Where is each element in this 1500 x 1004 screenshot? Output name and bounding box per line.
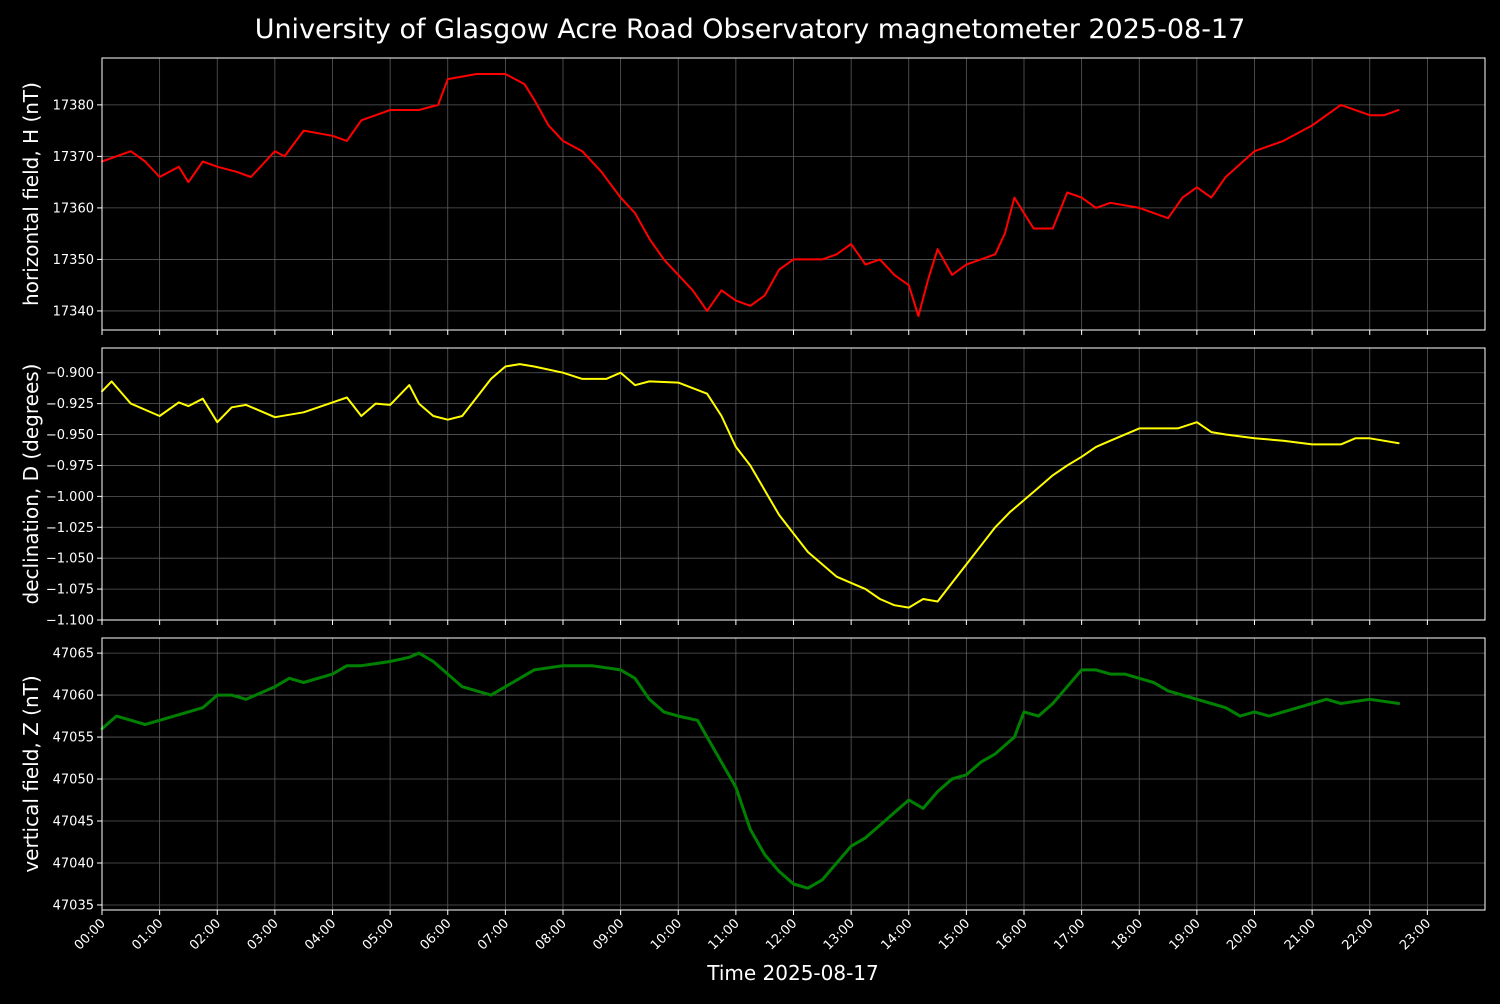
y-tick-label: 17380 — [53, 98, 94, 113]
x-tick-label: 14:00 — [878, 916, 915, 953]
x-tick-label: 15:00 — [936, 916, 973, 953]
y-tick-label: 17370 — [53, 150, 94, 165]
panel-frame — [101, 637, 1486, 911]
y-axis-label: declination, D (degrees) — [19, 364, 43, 605]
y-tick-label: −1.050 — [46, 552, 94, 567]
x-tick-label: 07:00 — [475, 916, 512, 953]
x-tick-label: 02:00 — [187, 916, 224, 953]
y-tick-label: −1.100 — [46, 614, 94, 629]
x-tick-label: 18:00 — [1109, 916, 1146, 953]
panel-frame — [101, 57, 1486, 331]
series-line-d — [101, 363, 1400, 609]
x-tick-label: 21:00 — [1282, 916, 1319, 953]
y-tick-label: −1.025 — [46, 521, 94, 536]
x-tick-label: 11:00 — [706, 916, 743, 953]
x-tick-label: 00:00 — [72, 916, 109, 953]
x-axis-label: Time 2025-08-17 — [706, 961, 879, 985]
y-tick-label: 17340 — [53, 304, 94, 319]
x-tick-label: 04:00 — [302, 916, 339, 953]
y-tick-label: 47045 — [53, 815, 94, 830]
y-tick-label: 47050 — [53, 773, 94, 788]
y-tick-label: −0.975 — [46, 459, 94, 474]
x-tick-label: 01:00 — [129, 916, 166, 953]
y-tick-label: −0.925 — [46, 397, 94, 412]
y-axis-label: vertical field, Z (nT) — [19, 675, 43, 872]
y-tick-label: 47065 — [53, 647, 94, 662]
x-tick-label: 09:00 — [590, 916, 627, 953]
panels-layer: 17340 17350 17360 17370 17380 horizontal fiel… — [19, 57, 1486, 915]
x-tick-label: 08:00 — [533, 916, 570, 953]
y-tick-label: 47055 — [53, 731, 94, 746]
x-tick-label: 10:00 — [648, 916, 685, 953]
y-tick-label: −1.000 — [46, 490, 94, 505]
x-tick-label: 12:00 — [763, 916, 800, 953]
y-tick-label: 17360 — [53, 201, 94, 216]
x-tick-label: 20:00 — [1224, 916, 1261, 953]
panel-d: −1.100 −1.075 −1.050 −1.025 −1.000 −0.975 −0.9… — [19, 347, 1486, 629]
y-axis-label: horizontal field, H (nT) — [19, 82, 43, 306]
x-tick-label: 06:00 — [417, 916, 454, 953]
y-tick-label: 47040 — [53, 856, 94, 871]
y-tick-label: 17350 — [53, 253, 94, 268]
y-tick-label: −0.900 — [46, 366, 94, 381]
panel-h: 17340 17350 17360 17370 17380 horizontal fiel… — [19, 57, 1486, 335]
x-tick-label: 22:00 — [1339, 916, 1376, 953]
y-tick-label: −0.950 — [46, 428, 94, 443]
x-tick-label: 23:00 — [1397, 916, 1434, 953]
x-tick-label: 17:00 — [1051, 916, 1088, 953]
series-line-h — [101, 73, 1400, 318]
panel-z: 47035 47040 47045 47050 47055 47060 47065 verti… — [19, 637, 1486, 915]
panel-frame — [101, 347, 1486, 621]
y-tick-label: 47060 — [53, 689, 94, 704]
chart-title: University of Glasgow Acre Road Observat… — [254, 14, 1246, 45]
x-tick-label: 03:00 — [245, 916, 282, 953]
x-tick-label: 05:00 — [360, 916, 397, 953]
x-axis: 00:00 01:00 02:00 03:00 04:00 05:00 06:00 07:00… — [72, 916, 1434, 953]
series-line-z — [100, 651, 1401, 890]
y-tick-label: 47035 — [53, 898, 94, 913]
x-tick-label: 13:00 — [821, 916, 858, 953]
y-tick-label: −1.075 — [46, 583, 94, 598]
x-tick-label: 19:00 — [1167, 916, 1204, 953]
x-tick-label: 16:00 — [994, 916, 1031, 953]
